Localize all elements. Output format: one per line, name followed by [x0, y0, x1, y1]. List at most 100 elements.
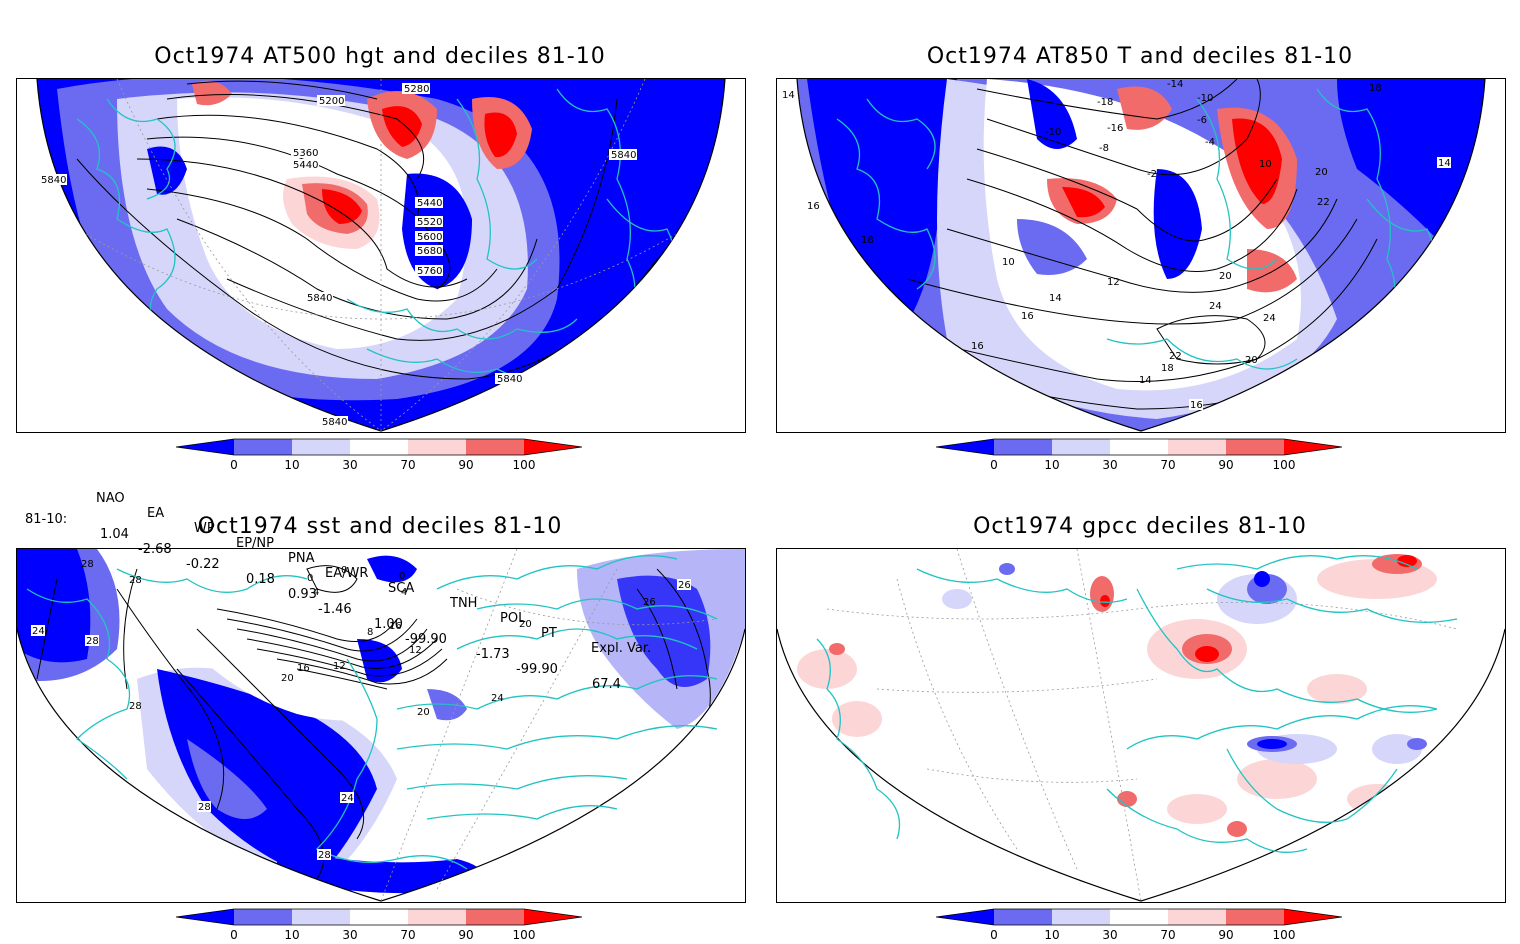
svg-text:18: 18: [1161, 363, 1174, 374]
svg-text:70: 70: [1160, 928, 1175, 942]
svg-text:70: 70: [400, 458, 415, 472]
panel-title-hgt500: Oct1974 AT500 hgt and deciles 81-10: [154, 44, 606, 69]
indices-value-row: 81-10: 1.04 -2.68 -0.22 0.18 0.93 -1.46 …: [0, 497, 700, 692]
index-value: 0.93: [288, 587, 317, 602]
svg-text:5840: 5840: [322, 417, 347, 428]
svg-text:16: 16: [297, 663, 310, 674]
svg-text:16: 16: [1021, 311, 1034, 322]
svg-text:100: 100: [513, 928, 536, 942]
svg-text:90: 90: [458, 458, 473, 472]
svg-text:24: 24: [341, 793, 354, 804]
svg-text:5840: 5840: [41, 175, 66, 186]
svg-text:100: 100: [513, 458, 536, 472]
colorbar-gpcc: 0 10 30 70 90 100: [932, 908, 1352, 944]
svg-text:16: 16: [389, 621, 402, 632]
index-header: PT: [541, 626, 557, 641]
colorbar-sst: 0 10 30 70 90 100: [172, 908, 592, 944]
svg-text:5200: 5200: [319, 96, 344, 107]
svg-text:-16: -16: [1107, 123, 1123, 134]
svg-text:16: 16: [971, 341, 984, 352]
index-header: EP/NP: [236, 536, 274, 551]
contour-labels-t850: 14 -14 -18 -16 -10 -10 -8 -6 -4 -2 10 18…: [781, 79, 1451, 411]
svg-text:20: 20: [1219, 271, 1232, 282]
svg-text:24: 24: [32, 626, 45, 637]
panel-title-gpcc: Oct1974 gpcc deciles 81-10: [973, 514, 1307, 539]
map-panel-gpcc: [776, 548, 1506, 903]
svg-text:26: 26: [643, 597, 656, 608]
index-value: -1.46: [318, 602, 352, 617]
svg-text:-10: -10: [1045, 127, 1061, 138]
svg-text:30: 30: [342, 928, 357, 942]
svg-text:30: 30: [1102, 458, 1117, 472]
svg-text:20: 20: [281, 673, 294, 684]
svg-text:0: 0: [230, 928, 238, 942]
colorbar-hgt500: 0 10 30 70 90 100: [172, 438, 592, 474]
svg-text:22: 22: [1317, 197, 1330, 208]
svg-text:24: 24: [491, 693, 504, 704]
index-header: EA: [147, 506, 165, 521]
index-header: SCA: [388, 581, 415, 596]
svg-text:20: 20: [1315, 167, 1328, 178]
svg-text:14: 14: [1438, 158, 1451, 169]
svg-text:0: 0: [341, 565, 347, 576]
index-header: EA/WR: [325, 566, 369, 581]
svg-text:10: 10: [284, 458, 299, 472]
svg-text:28: 28: [81, 559, 94, 570]
index-header: NAO: [96, 491, 125, 506]
svg-text:16: 16: [807, 201, 820, 212]
svg-text:10: 10: [1044, 458, 1059, 472]
index-header: POL: [500, 611, 526, 626]
svg-text:16: 16: [1190, 400, 1203, 411]
svg-text:24: 24: [1209, 301, 1222, 312]
index-value: 1.00: [374, 617, 403, 632]
index-value: -1.73: [476, 647, 510, 662]
svg-text:-4: -4: [1205, 137, 1215, 148]
svg-text:28: 28: [318, 850, 331, 861]
index-header: Expl. Var.: [591, 641, 652, 656]
svg-text:10: 10: [284, 928, 299, 942]
svg-text:0: 0: [990, 928, 998, 942]
svg-text:100: 100: [1273, 458, 1296, 472]
svg-text:0: 0: [230, 458, 238, 472]
svg-text:-10: -10: [1197, 93, 1213, 104]
index-value: -2.68: [138, 542, 172, 557]
svg-text:14: 14: [1139, 375, 1152, 386]
index-header: PNA: [288, 551, 315, 566]
svg-text:28: 28: [129, 575, 142, 586]
index-row-label: 81-10:: [25, 512, 68, 527]
svg-text:5600: 5600: [417, 232, 442, 243]
svg-text:28: 28: [198, 802, 211, 813]
svg-text:20: 20: [417, 707, 430, 718]
svg-text:18: 18: [861, 235, 874, 246]
map-panel-t850: 14 -14 -18 -16 -10 -10 -8 -6 -4 -2 10 18…: [776, 78, 1506, 433]
svg-text:12: 12: [409, 645, 422, 656]
svg-text:18: 18: [1369, 83, 1382, 94]
colorbar-t850: 0 10 30 70 90 100: [932, 438, 1352, 474]
svg-text:5440: 5440: [417, 198, 442, 209]
svg-text:5840: 5840: [497, 374, 522, 385]
svg-text:20: 20: [519, 619, 532, 630]
panel-title-t850: Oct1974 AT850 T and deciles 81-10: [926, 44, 1354, 69]
svg-text:14: 14: [782, 90, 795, 101]
colorbar-svg: 0 10 30 70 90 100: [175, 438, 583, 472]
svg-text:10: 10: [1044, 928, 1059, 942]
svg-text:-18: -18: [1097, 97, 1113, 108]
index-value: 1.04: [100, 527, 129, 542]
index-value: 67.4: [592, 677, 621, 692]
index-value: -0.22: [186, 557, 220, 572]
svg-text:5840: 5840: [611, 150, 636, 161]
svg-text:24: 24: [1263, 313, 1276, 324]
svg-text:4: 4: [313, 587, 319, 598]
index-value: -99.90: [516, 662, 558, 677]
map-panel-hgt500: 5200 5280 5360 5440 5440 5520 5600 5680 …: [16, 78, 746, 433]
svg-text:28: 28: [129, 701, 142, 712]
index-value: -99.90: [405, 632, 447, 647]
svg-text:0: 0: [307, 573, 313, 584]
indices-header-row: NAO EA WP EP/NP PNA EA/WR SCA TNH POL PT…: [0, 476, 700, 656]
svg-text:-2: -2: [1147, 169, 1157, 180]
svg-text:5280: 5280: [404, 84, 429, 95]
index-header: TNH: [450, 596, 478, 611]
svg-text:5760: 5760: [417, 266, 442, 277]
svg-text:20: 20: [1245, 355, 1258, 366]
svg-text:8: 8: [367, 627, 373, 638]
